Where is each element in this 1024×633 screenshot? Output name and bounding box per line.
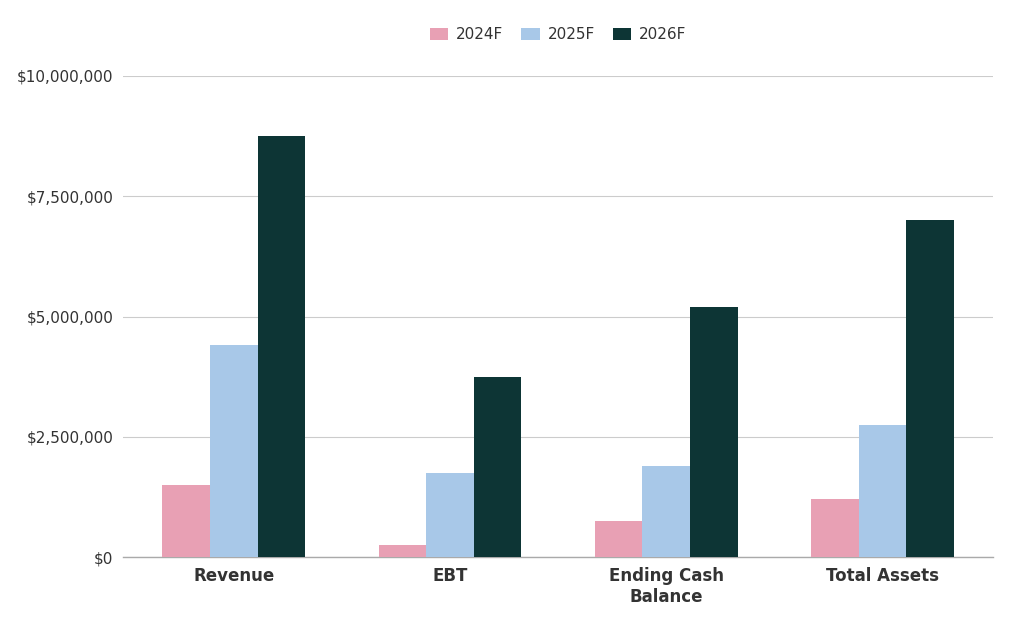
- Bar: [690, 307, 737, 557]
- Bar: [210, 346, 258, 557]
- Bar: [858, 425, 906, 557]
- Bar: [595, 521, 642, 557]
- Bar: [474, 377, 521, 557]
- Bar: [379, 545, 426, 557]
- Bar: [163, 485, 210, 557]
- Bar: [642, 466, 690, 557]
- Bar: [906, 220, 953, 557]
- Bar: [426, 473, 474, 557]
- Bar: [258, 136, 305, 557]
- Legend: 2024F, 2025F, 2026F: 2024F, 2025F, 2026F: [424, 21, 692, 48]
- Bar: [811, 499, 858, 557]
